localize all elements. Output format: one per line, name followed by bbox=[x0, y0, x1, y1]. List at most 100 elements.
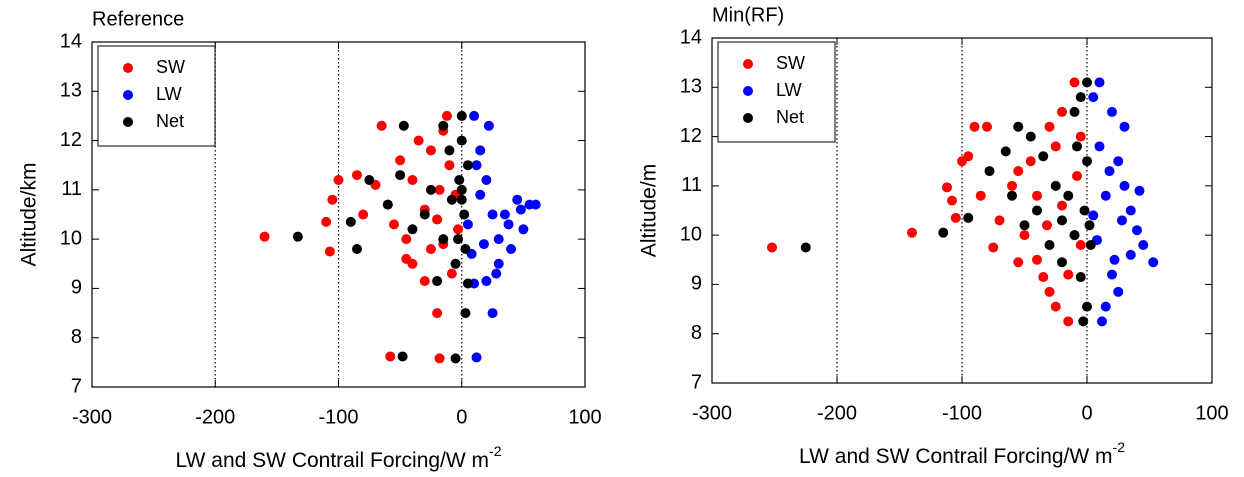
data-point bbox=[1038, 272, 1049, 283]
data-point bbox=[321, 216, 332, 227]
data-point bbox=[462, 278, 473, 289]
y-tick-label: 7 bbox=[691, 371, 702, 393]
x-tick-label: -200 bbox=[817, 402, 857, 424]
data-point bbox=[1107, 269, 1117, 280]
data-point bbox=[963, 212, 974, 223]
data-point bbox=[324, 246, 335, 257]
legend-label: SW bbox=[776, 53, 805, 73]
y-tick-label: 9 bbox=[71, 277, 82, 299]
y-tick-label: 9 bbox=[691, 273, 702, 295]
data-point bbox=[947, 195, 957, 206]
data-point bbox=[1075, 131, 1086, 142]
data-point bbox=[503, 219, 514, 230]
data-point bbox=[1007, 180, 1017, 191]
data-point bbox=[1013, 257, 1024, 268]
data-point bbox=[259, 231, 270, 242]
x-tick-label: 0 bbox=[1081, 402, 1092, 424]
data-point bbox=[994, 215, 1005, 226]
data-point bbox=[1019, 230, 1030, 241]
data-point bbox=[1057, 200, 1067, 211]
y-axis-label: Altitude/m bbox=[638, 164, 661, 257]
y-tick-label: 13 bbox=[60, 80, 82, 102]
data-point bbox=[407, 224, 418, 235]
x-tick-label: -100 bbox=[942, 402, 982, 424]
data-point bbox=[1125, 249, 1136, 260]
data-point bbox=[1082, 156, 1092, 167]
data-point bbox=[1119, 121, 1130, 132]
data-point bbox=[515, 204, 526, 215]
data-point bbox=[478, 239, 489, 250]
data-point bbox=[1100, 190, 1111, 201]
data-point bbox=[1094, 77, 1105, 88]
data-point bbox=[1000, 146, 1011, 157]
data-point bbox=[982, 121, 992, 132]
data-point bbox=[1079, 205, 1090, 216]
data-point bbox=[1107, 106, 1117, 117]
data-point bbox=[444, 160, 455, 171]
data-point bbox=[425, 244, 436, 254]
data-point bbox=[453, 234, 464, 245]
data-point bbox=[907, 227, 917, 238]
x-axis-label-superscript: -2 bbox=[1113, 439, 1126, 455]
data-point bbox=[1109, 254, 1120, 265]
x-axis-label-superscript: -2 bbox=[489, 443, 502, 459]
data-point bbox=[1063, 190, 1074, 201]
data-point bbox=[345, 216, 356, 227]
data-point bbox=[388, 219, 399, 230]
data-point bbox=[441, 110, 452, 121]
chart-title: Min(RF) bbox=[712, 4, 784, 26]
data-point bbox=[376, 120, 387, 131]
data-point bbox=[358, 209, 369, 220]
data-point bbox=[1100, 301, 1111, 312]
data-point bbox=[1042, 220, 1052, 231]
data-point bbox=[471, 160, 482, 171]
data-point bbox=[984, 166, 995, 177]
data-point bbox=[351, 244, 362, 254]
y-tick-label: 8 bbox=[71, 326, 82, 348]
data-point bbox=[397, 351, 408, 362]
data-point bbox=[1025, 131, 1036, 142]
data-point bbox=[767, 242, 777, 253]
data-point bbox=[419, 209, 430, 220]
data-point bbox=[1148, 257, 1159, 268]
data-point bbox=[530, 199, 541, 210]
legend-marker bbox=[123, 117, 133, 127]
data-point bbox=[506, 244, 517, 254]
data-point bbox=[950, 212, 961, 223]
data-point bbox=[518, 224, 529, 235]
y-tick-label: 14 bbox=[60, 30, 82, 52]
data-point bbox=[1072, 171, 1082, 181]
data-point bbox=[444, 145, 455, 156]
data-point bbox=[1088, 210, 1099, 221]
data-point bbox=[1032, 254, 1042, 265]
data-point bbox=[395, 155, 406, 166]
data-point bbox=[1075, 272, 1086, 283]
data-point bbox=[969, 121, 980, 132]
data-point bbox=[1057, 257, 1067, 268]
data-point bbox=[1082, 301, 1092, 312]
data-point bbox=[483, 120, 494, 131]
data-point bbox=[1007, 190, 1017, 201]
legend-marker bbox=[743, 113, 753, 123]
legend-label: SW bbox=[156, 57, 185, 77]
data-point bbox=[475, 189, 486, 200]
data-point bbox=[1119, 180, 1130, 191]
data-point bbox=[1057, 215, 1067, 226]
data-point bbox=[327, 194, 338, 205]
data-point bbox=[1032, 205, 1042, 216]
data-point bbox=[1057, 106, 1067, 117]
data-point bbox=[1117, 215, 1127, 226]
data-point bbox=[1044, 240, 1055, 250]
x-axis-label: LW and SW Contrail Forcing/W m-2 bbox=[176, 443, 502, 472]
legend-label: Net bbox=[156, 111, 184, 131]
data-point bbox=[333, 175, 344, 185]
data-point bbox=[481, 175, 492, 185]
data-point bbox=[419, 276, 430, 287]
data-point bbox=[432, 276, 443, 287]
data-point bbox=[1104, 166, 1115, 177]
data-point bbox=[462, 219, 473, 230]
legend-label: LW bbox=[776, 80, 802, 100]
data-point bbox=[462, 160, 473, 171]
data-point bbox=[1084, 220, 1095, 231]
